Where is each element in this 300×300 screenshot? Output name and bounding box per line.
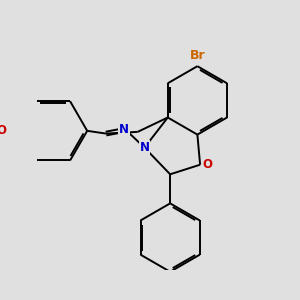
Text: O: O <box>203 158 213 171</box>
Text: N: N <box>140 141 149 154</box>
Text: N: N <box>119 123 129 136</box>
Text: O: O <box>0 124 7 137</box>
Text: Br: Br <box>190 49 205 62</box>
